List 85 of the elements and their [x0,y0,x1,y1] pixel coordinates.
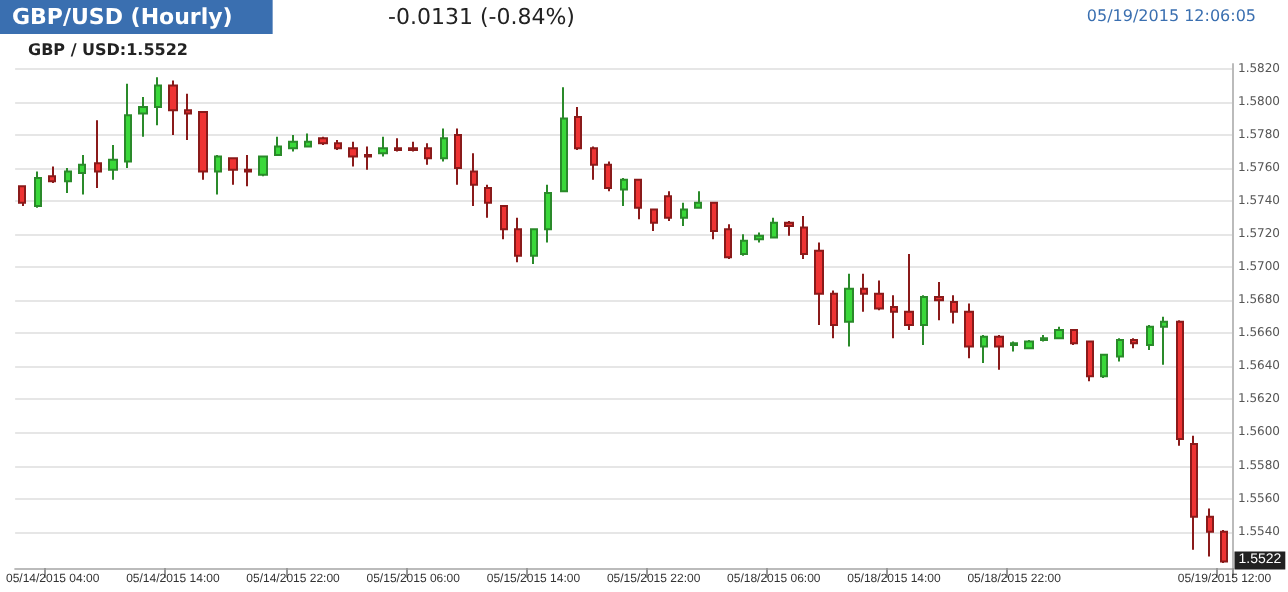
candlestick [1040,334,1048,343]
candlestick [94,119,102,189]
candlestick [950,294,958,325]
candlestick [770,216,778,239]
candlestick [440,127,448,163]
candlestick [424,142,432,166]
candlestick [560,86,568,193]
candlestick [108,143,118,181]
candlestick [198,110,208,181]
candlestick [274,135,282,156]
candlestick [514,216,522,264]
candlestick [484,183,492,219]
candlestick [650,208,658,232]
candlestick [904,253,914,332]
candlestick [500,205,508,241]
candlestick [364,145,372,171]
candlestick [34,170,42,209]
candlestick [754,231,764,244]
candlestick [168,79,178,137]
candlestick [1176,319,1184,447]
candlestick [694,190,702,209]
chart-title: GBP/USD (Hourly) [12,4,233,30]
candlestick [1130,337,1138,350]
candlestick [874,279,884,312]
candlestick [378,135,388,158]
candlestick [454,127,462,186]
candlestick [920,294,928,346]
candlestick [228,157,238,186]
candlestick [124,82,132,170]
candlestick [64,167,72,194]
candlestick [78,153,86,196]
candlestick [724,223,732,260]
candlestick [784,219,794,237]
candlestick [348,140,358,168]
candlestick [1146,324,1154,351]
candlestick [814,241,824,327]
chart-subtitle: -0.0131 (-0.84%) [388,4,575,30]
candlestick [1024,338,1034,350]
candlestick [1190,434,1198,551]
candlestick [830,289,838,340]
candlestick [590,145,598,181]
candlestick [1054,325,1064,340]
candlestick [934,281,944,322]
text: GBP / USD:1.5522 [28,41,188,59]
candlestick [288,134,298,153]
candlestick [18,185,26,208]
candlestick [304,132,312,148]
candlestick [258,155,268,178]
candlestick [408,140,418,153]
candlestick [214,153,222,196]
candlestick [394,137,402,153]
candlestick [184,92,192,142]
candlestick [574,105,582,151]
candlestick [1086,340,1094,383]
candlestick [994,334,1004,371]
candlestick [530,228,538,265]
candlestick [964,302,974,360]
candlestick [1220,528,1228,565]
candlestick [154,76,162,127]
candlestick [470,152,478,208]
candlestick [680,201,688,227]
candlestick [1206,507,1214,558]
candlestick [544,183,552,244]
text: 05/19/2015 12:06:05 [1086,7,1257,25]
candlestick [844,272,854,348]
candlestick [1160,315,1168,366]
candlestick [634,178,642,221]
candlestick [334,139,342,151]
candlestick [604,160,612,193]
candlestick [710,201,718,241]
candlestick [48,165,56,184]
candlestick [1116,337,1124,363]
candlestick [980,334,988,365]
candlestick [138,96,148,138]
candlestick [890,294,898,340]
candlestick [1100,353,1108,379]
candlestick [1010,340,1018,353]
candlestick [620,177,628,208]
candlestick [800,215,808,260]
candlestick [664,190,672,222]
candlestick [860,272,868,313]
candlestick [1070,329,1078,346]
candlestick [244,153,252,188]
candlestick [740,233,748,257]
candlestick [318,135,328,146]
